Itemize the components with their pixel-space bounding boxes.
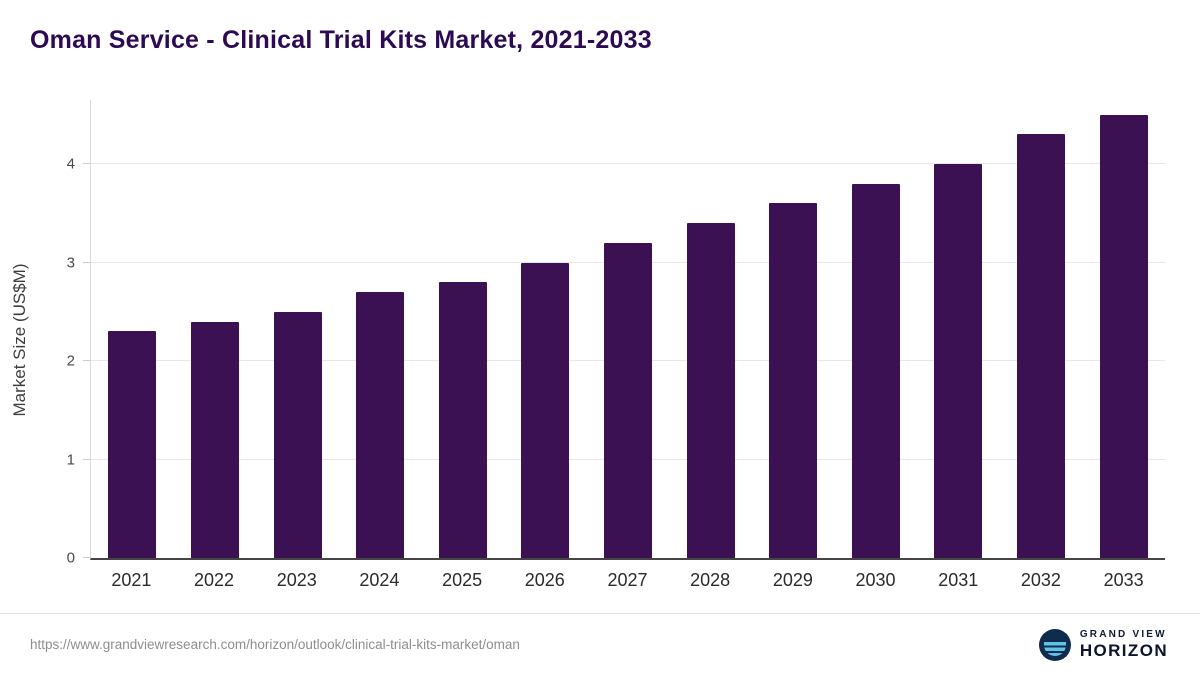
bar-slot-2022	[174, 100, 257, 558]
ytick-mark-4	[83, 163, 91, 165]
ytick-mark-1	[83, 458, 91, 460]
bar-2021[interactable]	[108, 331, 157, 558]
bars-row	[91, 100, 1165, 558]
x-label-2032: 2032	[1020, 570, 1061, 590]
brand-logo: GRAND VIEW HORIZON	[1038, 628, 1168, 661]
x-label-2028: 2028	[690, 570, 731, 590]
bar-slot-2031	[917, 100, 1000, 558]
x-label-2024: 2024	[359, 570, 400, 590]
x-label-2022: 2022	[194, 570, 235, 590]
bar-slot-2025	[421, 100, 504, 558]
ytick-mark-2	[83, 360, 91, 362]
bar-2028[interactable]	[686, 223, 735, 558]
logo-line2: HORIZON	[1079, 640, 1168, 660]
x-label-2033: 2033	[1103, 570, 1144, 590]
bar-2032[interactable]	[1017, 134, 1065, 558]
ytick-label-4: 4	[66, 155, 75, 173]
bar-slot-2026	[504, 100, 587, 558]
source-url: https://www.grandviewresearch.com/horizo…	[30, 637, 520, 652]
ytick-label-0: 0	[66, 549, 75, 567]
footer: https://www.grandviewresearch.com/horizo…	[0, 613, 1200, 675]
bar-slot-2033	[1082, 100, 1165, 558]
horizon-stripes-icon	[1043, 641, 1066, 656]
x-labels-row: 2021 2022 2023 2024 2025 2026 2027 2028 2029 2030…	[90, 570, 1165, 591]
bar-slot-2027	[587, 100, 670, 558]
plot-area: 0 1 2 3 4	[67, 100, 1165, 566]
bar-slot-2032	[1000, 100, 1083, 558]
bar-2033[interactable]	[1099, 114, 1148, 558]
bar-2025[interactable]	[438, 282, 487, 558]
logo-text: GRAND VIEW HORIZON	[1080, 629, 1168, 659]
x-label-2021: 2021	[111, 570, 152, 590]
bar-2026[interactable]	[521, 262, 570, 558]
bar-2029[interactable]	[769, 203, 818, 558]
bar-2027[interactable]	[603, 242, 652, 558]
y-axis-label: Market Size (US$M)	[10, 263, 29, 417]
ytick-mark-0	[83, 557, 91, 558]
ytick-label-3: 3	[66, 254, 75, 272]
bar-slot-2030	[834, 100, 917, 558]
bar-2030[interactable]	[851, 183, 900, 558]
ytick-mark-3	[83, 261, 91, 263]
logo-line1: GRAND VIEW	[1079, 629, 1167, 641]
bar-2023[interactable]	[273, 311, 322, 558]
bar-slot-2029	[752, 100, 835, 558]
bar-2031[interactable]	[934, 164, 983, 558]
bar-2024[interactable]	[356, 292, 405, 558]
chart-title: Oman Service - Clinical Trial Kits Marke…	[30, 26, 652, 54]
bar-slot-2023	[256, 100, 339, 558]
bar-slot-2021	[91, 100, 174, 558]
ytick-label-2: 2	[66, 352, 75, 370]
bar-slot-2028	[669, 100, 752, 558]
bar-slot-2024	[339, 100, 422, 558]
x-label-2023: 2023	[276, 570, 317, 590]
x-label-2026: 2026	[524, 570, 565, 590]
x-label-2029: 2029	[772, 570, 813, 590]
x-label-2025: 2025	[442, 570, 483, 590]
gridline-4	[91, 163, 1165, 165]
ytick-label-1: 1	[66, 451, 75, 469]
grand-view-horizon-logo-icon	[1038, 628, 1071, 661]
x-label-2031: 2031	[938, 570, 979, 590]
x-label-2027: 2027	[607, 570, 648, 590]
bar-2022[interactable]	[190, 321, 239, 558]
x-label-2030: 2030	[855, 570, 896, 590]
